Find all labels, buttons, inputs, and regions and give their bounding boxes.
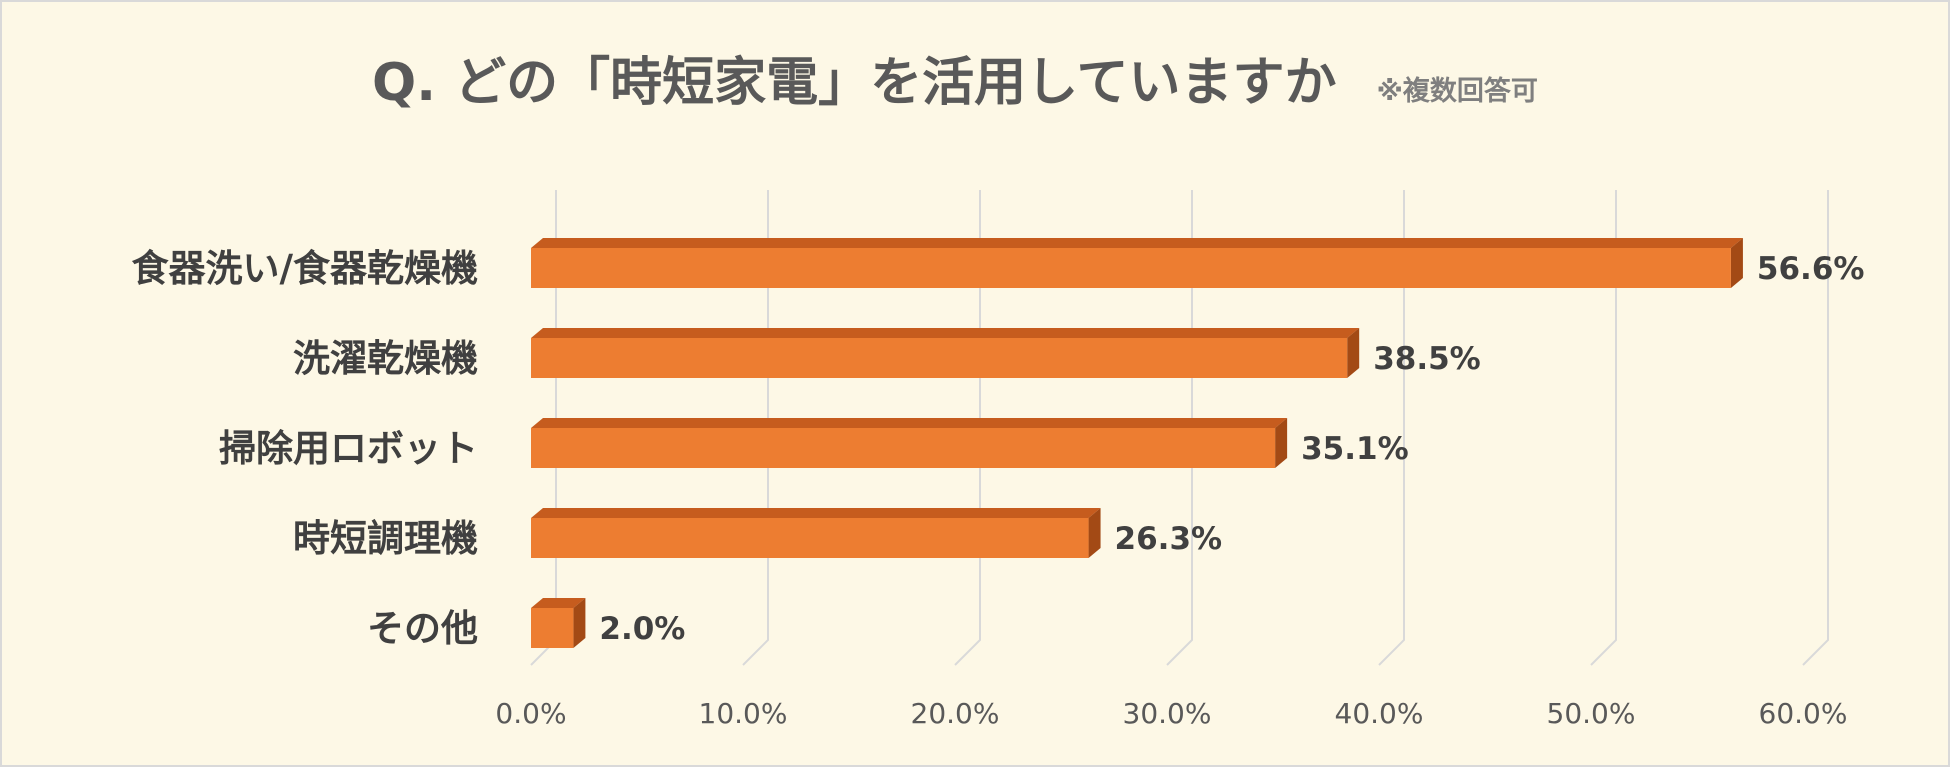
- value-label: 56.6%: [1757, 251, 1865, 287]
- x-tick-label: 30.0%: [1123, 697, 1212, 730]
- x-tick-label: 60.0%: [1759, 697, 1848, 730]
- bar: [531, 598, 586, 648]
- bar-side-face: [1088, 508, 1101, 558]
- bar-top-face: [531, 238, 1743, 248]
- bar: [531, 418, 1288, 468]
- x-axis-tick-labels: 0.0% 10.0% 20.0% 30.0% 40.0% 50.0% 60.0%: [495, 697, 1847, 730]
- category-label: 洗濯乾燥機: [293, 337, 478, 380]
- gridline: [1590, 190, 1617, 666]
- x-tick-label: 40.0%: [1335, 697, 1424, 730]
- x-tick-label: 50.0%: [1547, 697, 1636, 730]
- gridline: [1802, 190, 1829, 666]
- bar: [531, 238, 1743, 288]
- bar-side-face: [573, 598, 586, 648]
- bar-side-face: [1347, 328, 1360, 378]
- x-tick-label: 20.0%: [911, 697, 1000, 730]
- category-label: 時短調理機: [293, 517, 478, 560]
- bar-top-face: [531, 418, 1288, 428]
- value-label: 35.1%: [1301, 431, 1409, 467]
- value-label: 38.5%: [1373, 341, 1481, 377]
- chart-subtitle: ※複数回答可: [1377, 75, 1538, 107]
- category-label: その他: [367, 607, 478, 650]
- bar-top-face: [531, 508, 1101, 518]
- x-tick-label: 10.0%: [699, 697, 788, 730]
- bar-side-face: [1730, 238, 1743, 288]
- bar-side-face: [1275, 418, 1288, 468]
- bar-front-face: [531, 428, 1276, 468]
- bar-front-face: [531, 608, 574, 648]
- bar-top-face: [531, 598, 586, 608]
- bar-front-face: [531, 518, 1089, 558]
- category-label: 掃除用ロボット: [219, 427, 478, 470]
- bars: [531, 238, 1743, 648]
- value-label: 26.3%: [1115, 521, 1223, 557]
- bar: [531, 328, 1360, 378]
- gridline: [1378, 190, 1405, 666]
- bar-top-face: [531, 328, 1360, 338]
- chart-title: Q. どの「時短家電」を活用していますか ※複数回答可: [372, 53, 1538, 113]
- bar-front-face: [531, 338, 1348, 378]
- bar-front-face: [531, 248, 1731, 288]
- value-label: 2.0%: [599, 611, 685, 647]
- bar: [531, 508, 1101, 558]
- category-label: 食器洗い/食器乾燥機: [131, 247, 478, 290]
- chart-title-main: Q. どの「時短家電」を活用していますか: [372, 53, 1337, 113]
- x-tick-label: 0.0%: [495, 697, 566, 730]
- value-labels: 56.6% 38.5% 35.1% 26.3% 2.0%: [599, 251, 1864, 647]
